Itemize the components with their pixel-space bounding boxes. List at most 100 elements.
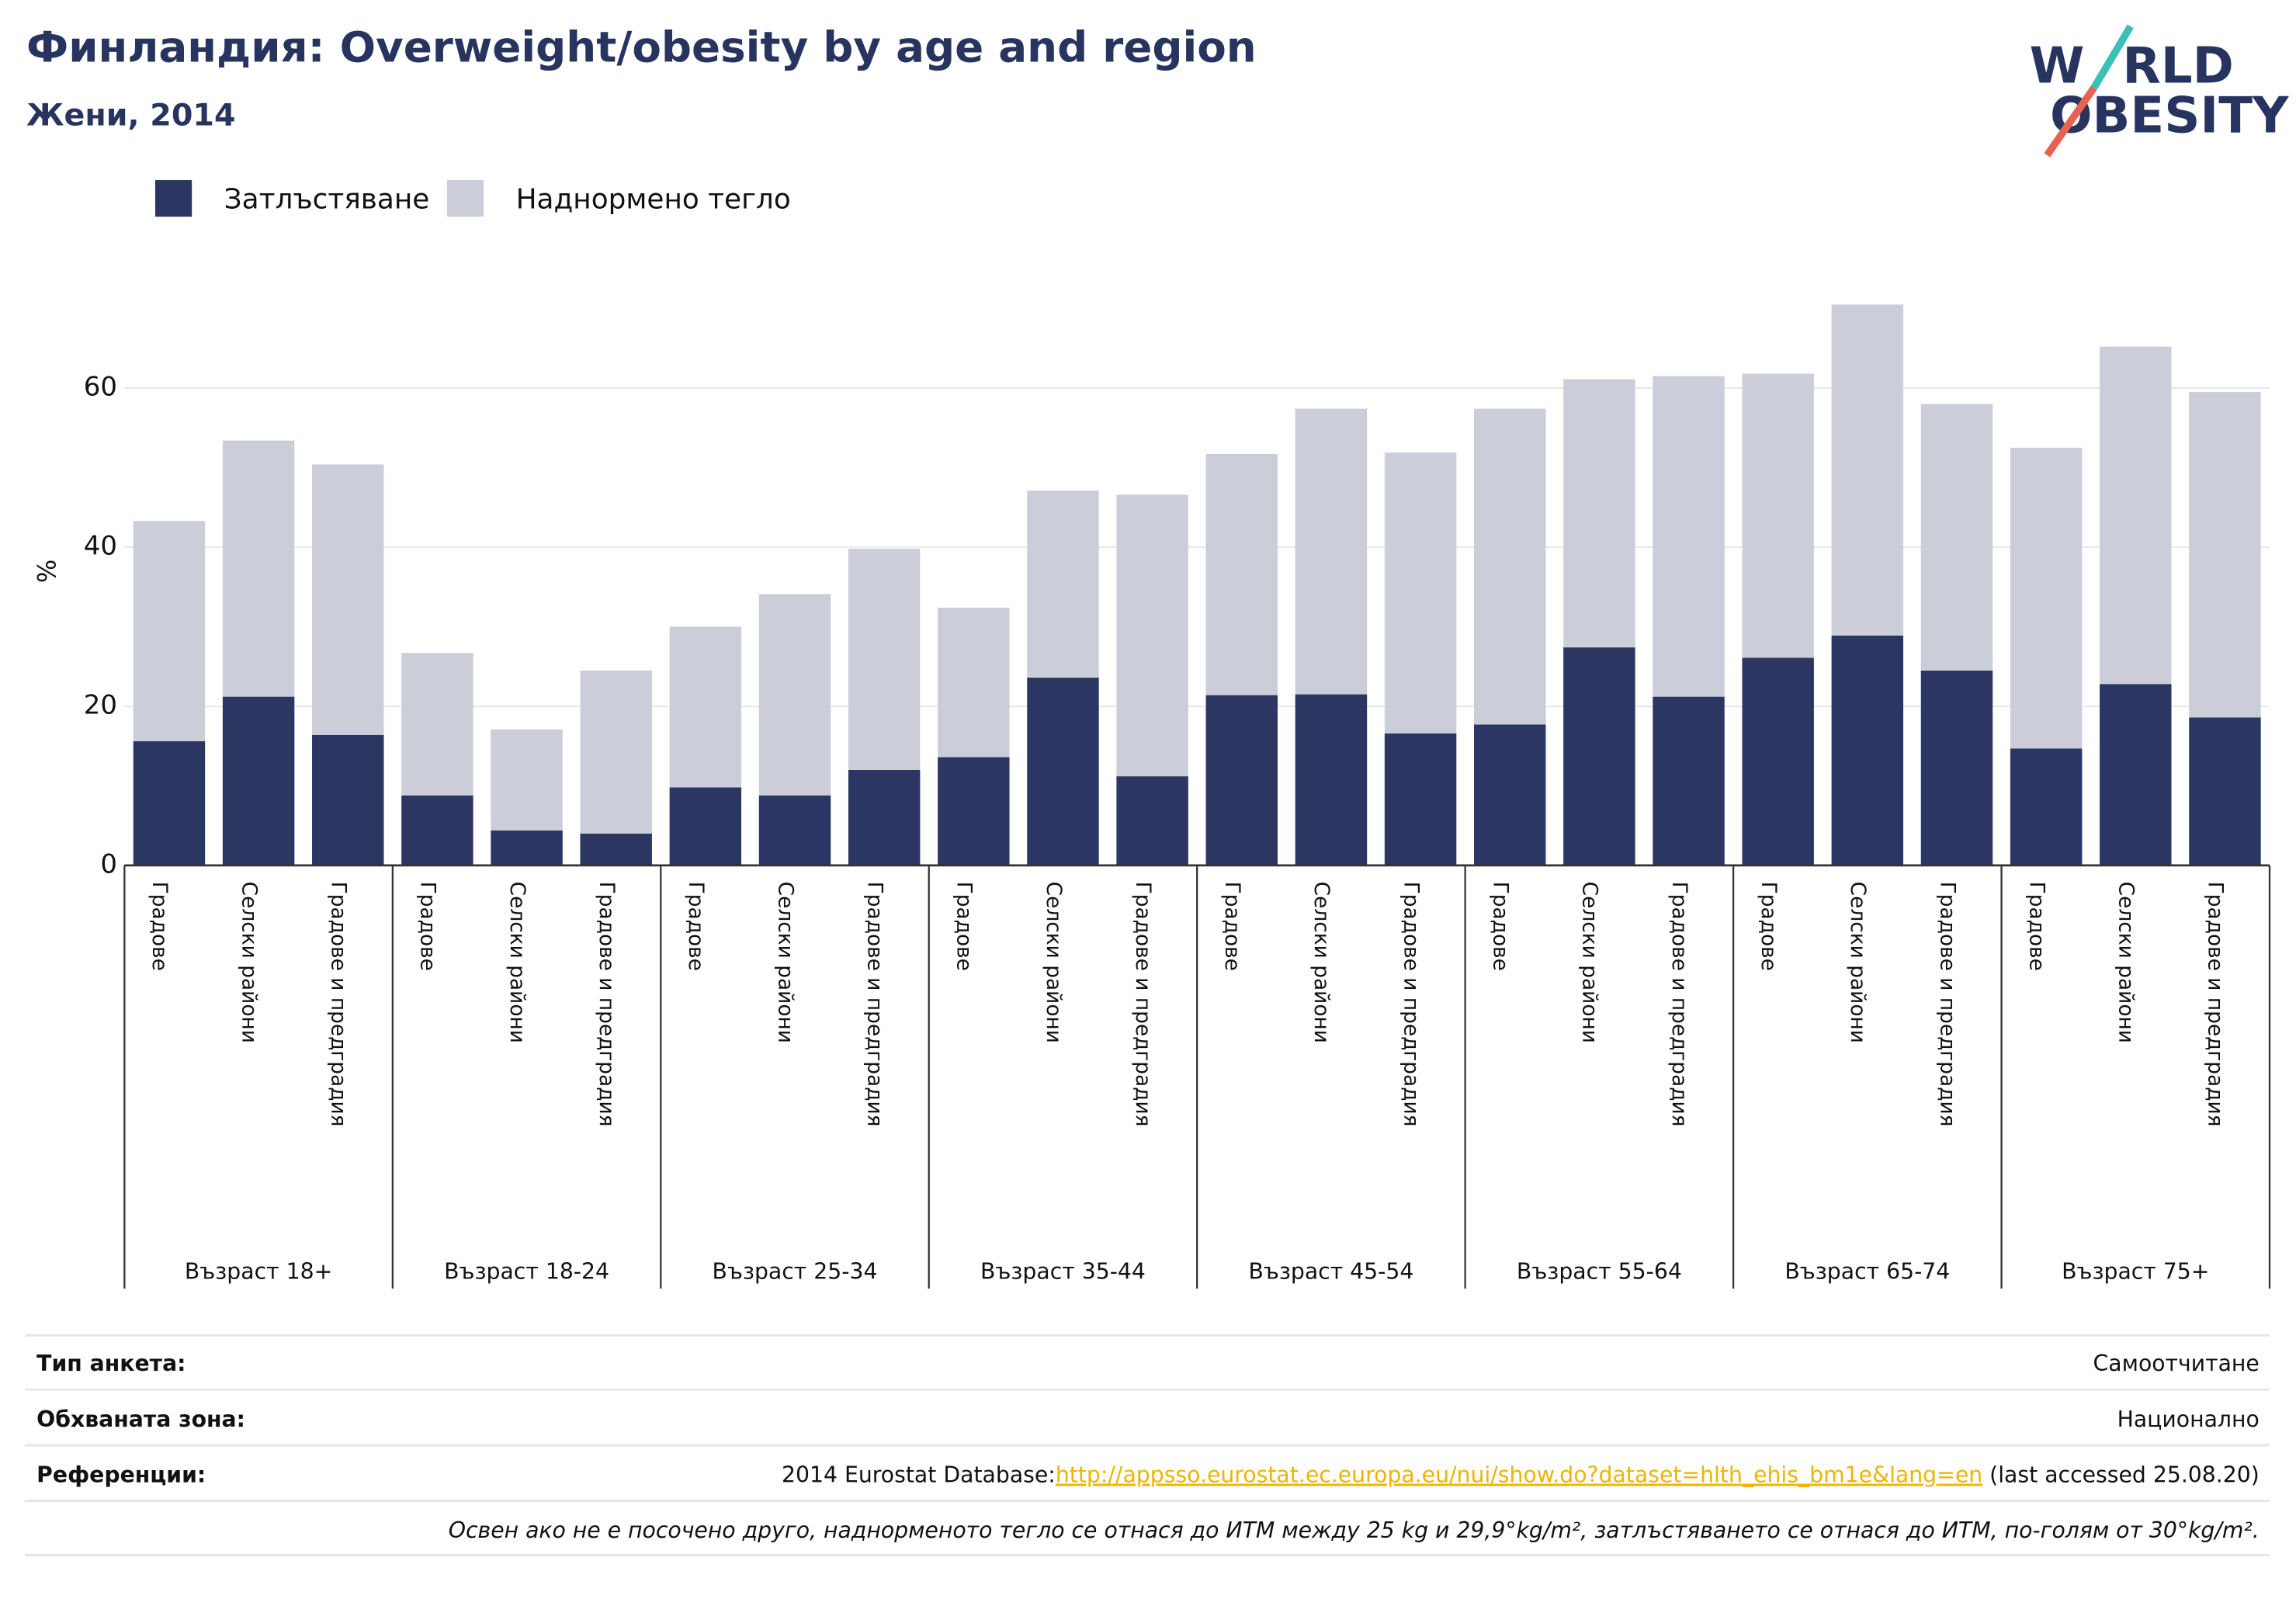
y-axis-label: % — [32, 559, 61, 582]
group-label: Възраст 25-34 — [713, 1258, 878, 1284]
bar-segment — [491, 830, 563, 865]
group-label: Възраст 35-44 — [980, 1258, 1146, 1284]
bar-segment — [312, 464, 384, 735]
x-tick-label: Градове и предградия — [595, 882, 619, 1127]
bar-segment — [1027, 678, 1099, 865]
bar-segment — [669, 787, 742, 865]
bar-segment — [222, 696, 295, 865]
bar-segment — [1563, 379, 1635, 648]
bar-segment — [2100, 346, 2172, 685]
bar-segment — [312, 734, 384, 865]
bar-segment — [580, 833, 652, 865]
bar-segment — [758, 795, 831, 865]
bar-segment — [1474, 724, 1546, 865]
bar-segment — [848, 769, 921, 865]
bar-segment — [401, 653, 473, 796]
bar-segment — [1116, 494, 1188, 777]
x-tick-label: Селски райони — [505, 882, 529, 1043]
logo-slash — [2090, 24, 2134, 90]
bar-segment — [669, 626, 742, 788]
footer-value: Национално — [2117, 1406, 2260, 1432]
bar-segment — [938, 607, 1010, 758]
x-tick-label: Селски райони — [1578, 882, 1602, 1043]
x-tick-label: Градове и предградия — [327, 882, 351, 1127]
x-tick-label: Градове — [147, 882, 172, 971]
x-tick-label: Градове — [1220, 882, 1244, 971]
group-label: Възраст 65-74 — [1784, 1258, 1950, 1284]
bar-segment — [1295, 408, 1368, 695]
group-label: Възраст 18-24 — [444, 1258, 609, 1284]
bar-segment — [1116, 776, 1188, 865]
reference: 2014 Eurostat Database:http://appsso.eur… — [782, 1462, 2260, 1488]
legend-swatch — [154, 180, 192, 217]
logo: W RLD OBESITY — [2030, 24, 2290, 158]
x-tick-label: Градове — [952, 882, 976, 971]
x-tick-label: Градове и предградия — [2204, 882, 2228, 1127]
bar-segment — [580, 670, 652, 834]
x-tick-label: Градове — [1489, 882, 1513, 971]
bar-segment — [1742, 657, 1814, 865]
bar-segment — [758, 594, 831, 796]
bar-segment — [1205, 454, 1278, 695]
bar-segment — [1831, 635, 1904, 865]
bar-segment — [1474, 408, 1546, 725]
chart-title: Финландия: Overweight/obesity by age and… — [26, 22, 1257, 71]
reference-prefix: 2014 Eurostat Database: — [782, 1462, 1056, 1488]
x-tick-label: Градове и предградия — [1935, 882, 1959, 1127]
x-tick-label: Градове и предградия — [1399, 882, 1423, 1127]
bar-segment — [2100, 684, 2172, 865]
x-tick-label: Селски райони — [1846, 882, 1870, 1043]
bar-segment — [2010, 447, 2083, 749]
footer-label: Тип анкета: — [36, 1351, 186, 1376]
footnote: Освен ако не е посочено друго, наднормен… — [449, 1517, 2260, 1543]
footer-label: Обхваната зона: — [36, 1406, 245, 1432]
bar-segment — [1295, 694, 1368, 865]
bar-segment — [133, 741, 206, 865]
x-tick-label: Селски райони — [1309, 882, 1334, 1043]
x-tick-label: Градове — [684, 882, 708, 971]
bar-segment — [401, 795, 473, 865]
y-tick-label: 0 — [100, 848, 117, 879]
y-tick-label: 40 — [84, 530, 117, 561]
logo-rld: RLD — [2122, 36, 2233, 95]
logo-slash — [2044, 85, 2097, 158]
bar-segment — [1027, 491, 1099, 678]
x-tick-label: Градове и предградия — [1131, 882, 1155, 1127]
x-tick-label: Селски райони — [237, 882, 261, 1043]
x-tick-label: Градове — [416, 882, 440, 971]
bar-segment — [491, 729, 563, 831]
x-tick-label: Градове и предградия — [1667, 882, 1691, 1127]
bar-segment — [2189, 717, 2261, 865]
legend-label: Затлъстяване — [224, 183, 430, 215]
legend-label: Наднормено тегло — [516, 183, 791, 215]
bar-segment — [1920, 404, 1993, 671]
bar-segment — [1653, 696, 1725, 865]
reference-link[interactable]: http://appsso.eurostat.ec.europa.eu/nui/… — [1056, 1462, 1982, 1488]
bar-segment — [938, 757, 1010, 865]
bar-segment — [2189, 392, 2261, 718]
logo-w: W — [2030, 36, 2085, 95]
group-label: Възраст 45-54 — [1248, 1258, 1413, 1284]
bar-segment — [1742, 373, 1814, 658]
bar-segment — [1831, 304, 1904, 636]
x-tick-label: Селски райони — [2114, 882, 2138, 1043]
x-tick-label: Градове и предградия — [862, 882, 886, 1127]
group-label: Възраст 75+ — [2062, 1258, 2209, 1284]
footer-label: Референции: — [36, 1462, 206, 1488]
group-label: Възраст 55-64 — [1517, 1258, 1682, 1284]
chart-subtitle: Жени, 2014 — [26, 97, 236, 133]
y-tick-label: 20 — [84, 689, 117, 720]
footer-value: Самоотчитане — [2093, 1351, 2260, 1376]
bar-segment — [1384, 733, 1457, 865]
reference-suffix: (last accessed 25.08.20) — [1982, 1462, 2260, 1488]
bar-segment — [1920, 670, 1993, 865]
bar-segment — [2010, 748, 2083, 865]
x-tick-label: Градове — [2024, 882, 2048, 971]
bar-segment — [1205, 695, 1278, 865]
bar-segment — [222, 440, 295, 697]
bar-segment — [848, 548, 921, 770]
x-tick-label: Селски райони — [1042, 882, 1066, 1043]
bar-segment — [133, 521, 206, 742]
y-tick-label: 60 — [84, 371, 117, 402]
